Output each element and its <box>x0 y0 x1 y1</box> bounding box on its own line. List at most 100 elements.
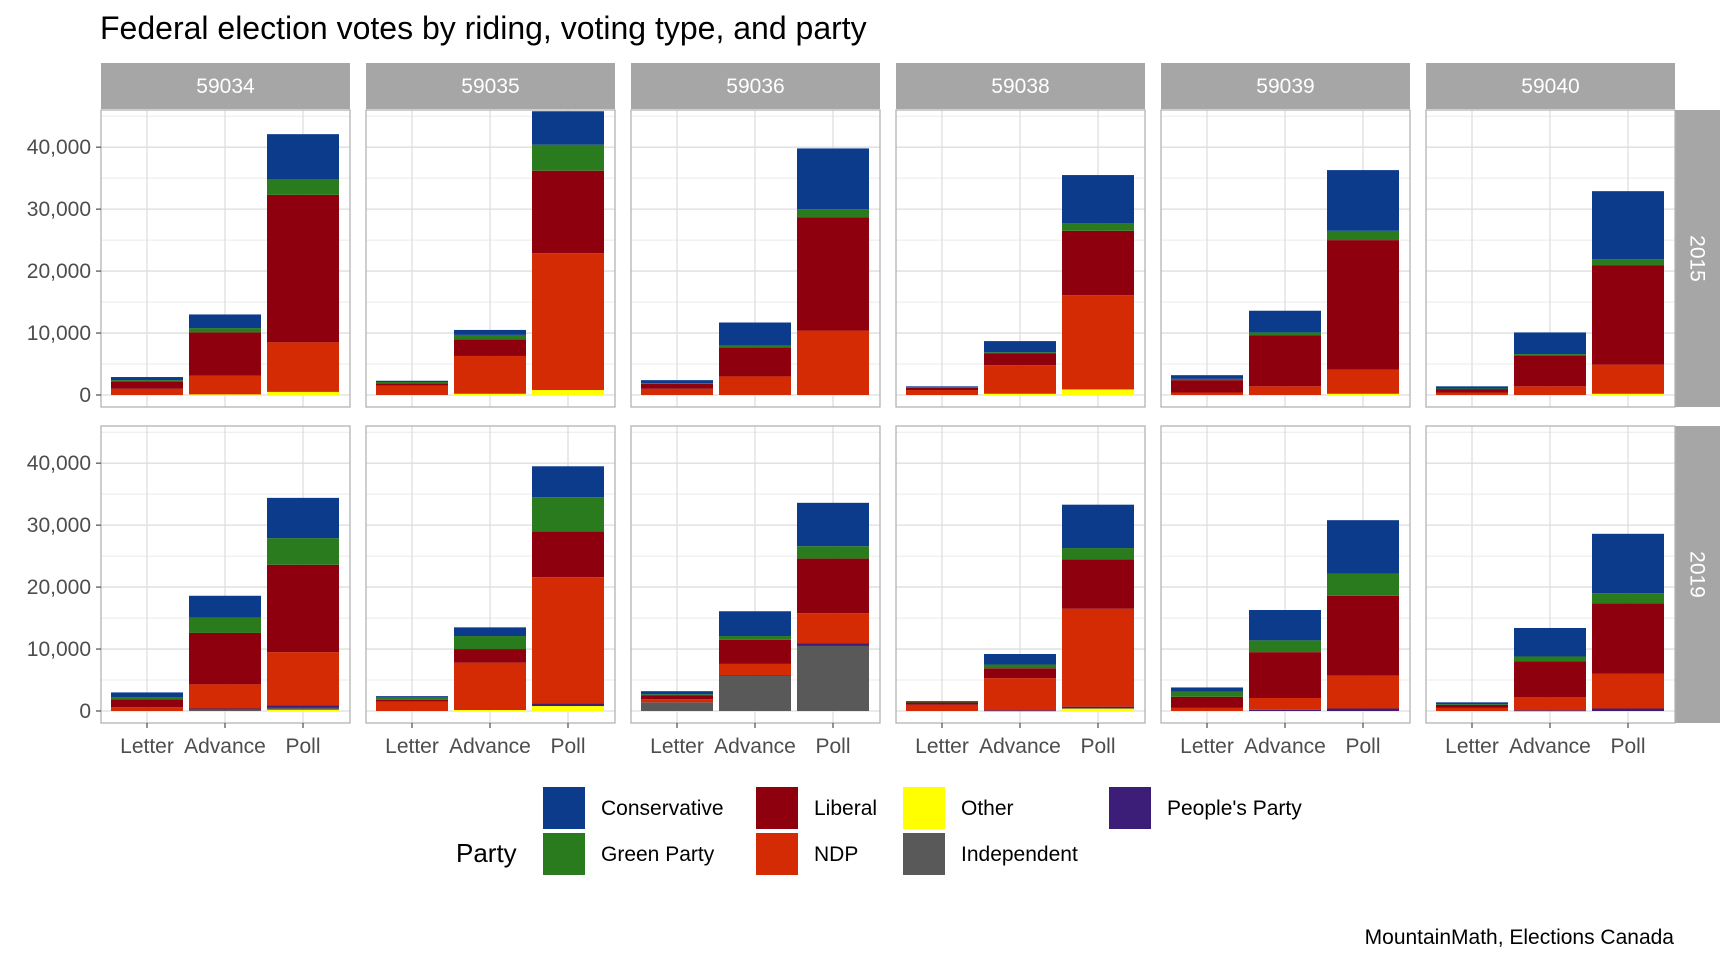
bar-segment-conservative <box>454 627 526 637</box>
bar-segment-liberal <box>532 531 604 578</box>
x-tick-label: Letter <box>385 735 439 758</box>
bar-segment-other <box>267 391 339 395</box>
panel-59034-2015 <box>100 109 351 408</box>
bar-segment-conservative <box>267 134 339 180</box>
panel-59038-2015 <box>895 109 1146 408</box>
bar-segment-ndp <box>797 330 869 395</box>
x-tick-label: Poll <box>285 735 320 758</box>
bar-segment-liberal <box>454 339 526 356</box>
panel-59038-2019 <box>895 425 1146 724</box>
bar-segment-other <box>1062 389 1134 395</box>
bar-segment-conservative <box>111 377 183 381</box>
bar-segment-green-party <box>906 387 978 389</box>
bar-segment-conservative <box>719 322 791 346</box>
legend-item-ndp: NDP <box>756 833 858 875</box>
bar-segment-ndp <box>532 577 604 704</box>
bar-segment-liberal <box>376 699 448 702</box>
bar-segment-ndp <box>1171 392 1243 395</box>
x-tick-label: Letter <box>650 735 704 758</box>
x-tick-label: Advance <box>1244 735 1326 758</box>
bar-segment-ndp <box>267 342 339 392</box>
bar-segment-ndp <box>906 390 978 395</box>
legend-item-conservative: Conservative <box>543 787 724 829</box>
bar-segment-liberal <box>906 387 978 391</box>
bar-segment-independent <box>797 645 869 711</box>
x-tick-label: Letter <box>1180 735 1234 758</box>
bar-segment-liberal <box>1327 595 1399 676</box>
bar-segment-independent <box>719 675 791 711</box>
facet-row-label: 2019 <box>1686 551 1709 598</box>
bar-segment-liberal <box>1514 661 1586 698</box>
bar-segment-green-party <box>267 538 339 565</box>
legend-swatch <box>756 787 798 829</box>
bar-segment-liberal <box>1514 355 1586 387</box>
facet-strip-59039 <box>1161 63 1410 109</box>
panel-59035-2019 <box>365 425 616 724</box>
bar-segment-green-party <box>1327 573 1399 596</box>
bar-segment-liberal <box>1436 704 1508 708</box>
bar-segment-liberal <box>641 695 713 700</box>
bar-segment-liberal <box>1592 265 1664 365</box>
bar-segment-conservative <box>1327 170 1399 231</box>
bar-segment-green-party <box>1436 704 1508 705</box>
bar-segment-green-party <box>1249 640 1321 653</box>
bar-segment-conservative <box>1514 627 1586 657</box>
bar-segment-people-s-party <box>189 708 261 710</box>
bar-segment-independent <box>267 707 339 710</box>
bar-segment-conservative <box>1171 375 1243 379</box>
bar-segment-conservative <box>376 696 448 698</box>
bar-segment-liberal <box>719 639 791 664</box>
bar-segment-people-s-party <box>267 705 339 708</box>
panel-59039-2015 <box>1160 109 1411 408</box>
bar-segment-green-party <box>1592 593 1664 604</box>
bar-segment-ndp <box>1592 364 1664 394</box>
bar-segment-liberal <box>1592 603 1664 674</box>
bar-segment-conservative <box>641 380 713 384</box>
bar-segment-green-party <box>376 697 448 700</box>
bar-segment-liberal <box>532 170 604 254</box>
bar-segment-conservative <box>1436 386 1508 389</box>
bar-segment-conservative <box>532 466 604 498</box>
bar-segment-green-party <box>797 209 869 218</box>
y-tick-label: 30,000 <box>27 198 91 221</box>
bar-segment-conservative <box>1171 687 1243 692</box>
x-tick-label: Advance <box>1509 735 1591 758</box>
bar-segment-ndp <box>111 388 183 395</box>
bar-segment-ndp <box>267 652 339 706</box>
bar-segment-liberal <box>797 217 869 331</box>
bar-segment-ndp <box>111 707 183 711</box>
bar-segment-other <box>267 709 339 711</box>
bar-segment-ndp <box>1171 707 1243 711</box>
x-tick-label: Advance <box>449 735 531 758</box>
bar-segment-conservative <box>1249 610 1321 641</box>
bar-segment-other <box>454 393 526 395</box>
bar-segment-green-party <box>267 179 339 195</box>
bar-segment-conservative <box>532 111 604 145</box>
bar-segment-green-party <box>1062 548 1134 560</box>
panel-59040-2015 <box>1425 109 1676 408</box>
bar-segment-ndp <box>797 613 869 644</box>
panel-59036-2019 <box>630 425 881 724</box>
facet-strip-label: 59039 <box>1256 75 1314 98</box>
facet-strip-59034 <box>101 63 350 109</box>
y-tick-label: 10,000 <box>27 638 91 661</box>
bar-segment-liberal <box>906 702 978 705</box>
bar-segment-ndp <box>1436 707 1508 711</box>
facet-strip-label: 59038 <box>991 75 1049 98</box>
bar-segment-liberal <box>189 632 261 685</box>
legend-swatch <box>903 833 945 875</box>
bar-segment-other <box>189 394 261 396</box>
bar-segment-conservative <box>984 341 1056 353</box>
bar-segment-ndp <box>1249 386 1321 395</box>
legend-swatch <box>543 787 585 829</box>
bar-segment-conservative <box>267 497 339 539</box>
bar-segment-liberal <box>111 699 183 708</box>
bar-segment-conservative <box>797 148 869 210</box>
bar-segment-other <box>1327 393 1399 395</box>
bar-segment-green-party <box>906 701 978 703</box>
panel-59040-2019 <box>1425 425 1676 724</box>
bar-segment-ndp <box>1514 697 1586 711</box>
bar-segment-conservative <box>1062 504 1134 549</box>
bar-segment-liberal <box>1327 240 1399 370</box>
bar-segment-liberal <box>641 383 713 389</box>
